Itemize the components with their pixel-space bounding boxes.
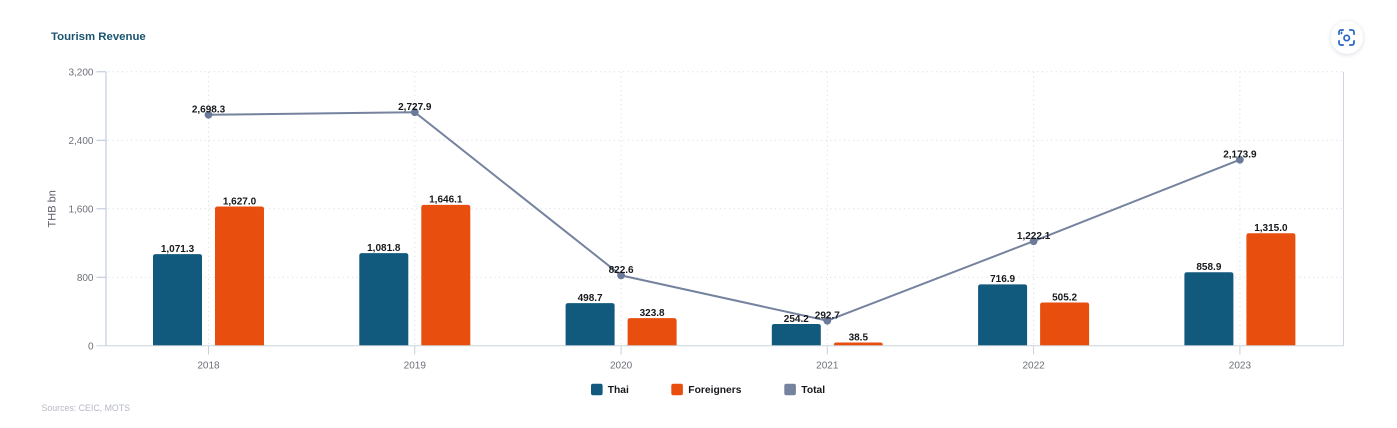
svg-text:858.9: 858.9	[1196, 262, 1221, 273]
svg-text:1,071.3: 1,071.3	[161, 244, 195, 255]
svg-text:292.7: 292.7	[815, 310, 840, 321]
svg-text:716.9: 716.9	[990, 274, 1015, 285]
svg-text:Total: Total	[801, 385, 825, 396]
svg-text:Thai: Thai	[608, 385, 629, 396]
svg-text:2019: 2019	[404, 360, 427, 371]
svg-text:2022: 2022	[1022, 360, 1045, 371]
svg-text:2,727.9: 2,727.9	[398, 102, 432, 113]
svg-text:800: 800	[77, 273, 94, 284]
svg-text:0: 0	[88, 341, 94, 352]
svg-text:498.7: 498.7	[578, 293, 603, 304]
svg-text:2,173.9: 2,173.9	[1223, 149, 1257, 160]
svg-text:1,627.0: 1,627.0	[223, 196, 257, 207]
svg-text:254.2: 254.2	[784, 314, 809, 325]
svg-text:1,600: 1,600	[68, 204, 93, 215]
svg-text:1,315.0: 1,315.0	[1254, 223, 1288, 234]
svg-text:822.6: 822.6	[609, 265, 634, 276]
svg-text:2020: 2020	[610, 360, 633, 371]
svg-text:2,400: 2,400	[68, 136, 93, 147]
svg-text:THB bn: THB bn	[47, 190, 59, 227]
svg-text:505.2: 505.2	[1052, 292, 1077, 303]
svg-text:38.5: 38.5	[849, 332, 869, 343]
svg-text:2023: 2023	[1229, 360, 1252, 371]
svg-text:2,698.3: 2,698.3	[192, 104, 226, 115]
svg-text:Foreigners: Foreigners	[688, 385, 741, 396]
svg-text:2021: 2021	[816, 360, 839, 371]
svg-text:2018: 2018	[197, 360, 220, 371]
svg-text:3,200: 3,200	[68, 67, 93, 78]
svg-text:1,646.1: 1,646.1	[429, 195, 463, 206]
svg-text:1,081.8: 1,081.8	[367, 243, 401, 254]
svg-text:1,222.1: 1,222.1	[1017, 231, 1051, 242]
svg-text:323.8: 323.8	[640, 308, 665, 319]
